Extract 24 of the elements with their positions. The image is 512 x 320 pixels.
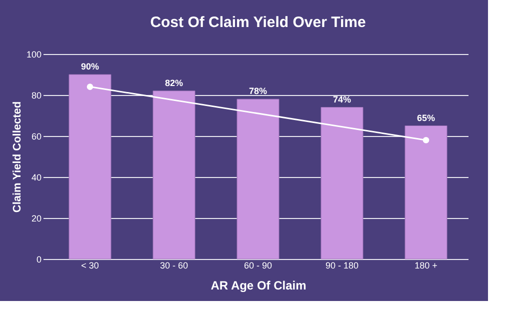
y-axis-title: Claim Yield Collected [11, 101, 24, 213]
bar [236, 98, 280, 260]
x-tick-label: 90 - 180 [325, 260, 359, 270]
data-label: 90% [80, 62, 100, 72]
bar [68, 74, 112, 260]
bar [320, 107, 364, 260]
y-tick-label: 100 [26, 50, 42, 60]
bar [404, 126, 448, 260]
x-tick-label: 60 - 90 [244, 260, 272, 270]
data-label: 74% [332, 94, 352, 104]
data-label: 82% [164, 78, 184, 88]
y-tick-label: 60 [31, 132, 42, 142]
x-tick-label: 180 + [414, 260, 438, 270]
x-tick-label: < 30 [81, 260, 99, 270]
y-tick-label: 80 [31, 90, 42, 100]
y-tick-label: 20 [31, 214, 42, 224]
x-tick-label: 30 - 60 [160, 260, 188, 270]
y-tick-label: 40 [31, 172, 42, 182]
x-axis-title: AR Age Of Claim [210, 278, 306, 292]
chart-title: Cost Of Claim Yield Over Time [150, 14, 366, 31]
data-label: 65% [416, 112, 436, 123]
bar [152, 90, 196, 260]
y-tick-label: 0 [36, 254, 42, 264]
data-label: 78% [248, 86, 268, 96]
